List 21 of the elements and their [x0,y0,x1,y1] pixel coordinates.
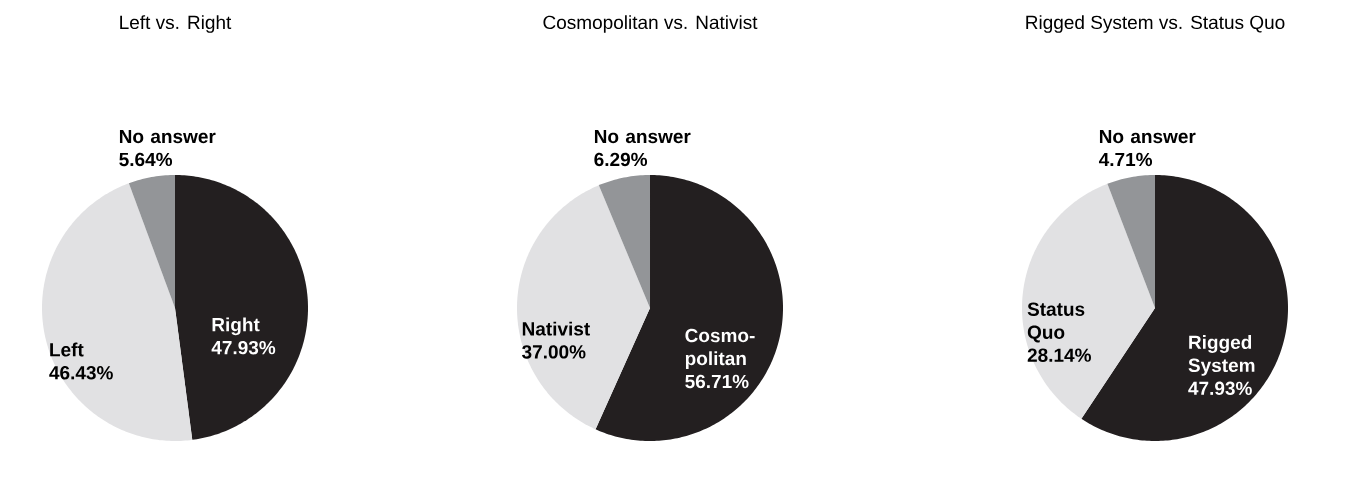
slice-label: Rigged System [1188,335,1255,376]
slice-label: Status Quo [1027,302,1085,343]
slice-label: No answer [119,129,216,144]
data-label: 47.93% [1188,381,1252,396]
data-label: 37.00% [522,345,586,359]
data-label: 47.93% [211,340,276,355]
slice-label: Cosmo-politan [685,328,755,369]
chart-title: Left vs. Right [120,15,232,33]
chart-title: Cosmopolitan vs. Nativist [543,15,758,33]
data-label: 5.64% [119,152,173,167]
data-label: 56.71% [685,374,749,389]
data-label: 6.29% [594,152,648,167]
slice-label: No answer [1099,129,1196,144]
slice-label: Left [50,342,84,357]
slice-label: Right [212,317,260,336]
data-label: 4.71% [1098,152,1153,167]
slice-label: No answer [594,129,691,144]
data-label: 46.43% [49,366,113,380]
data-label: 28.14% [1027,348,1091,362]
slice-label: Nativist [522,321,590,336]
chart-title: Rigged System vs. Status Quo [1026,15,1285,33]
